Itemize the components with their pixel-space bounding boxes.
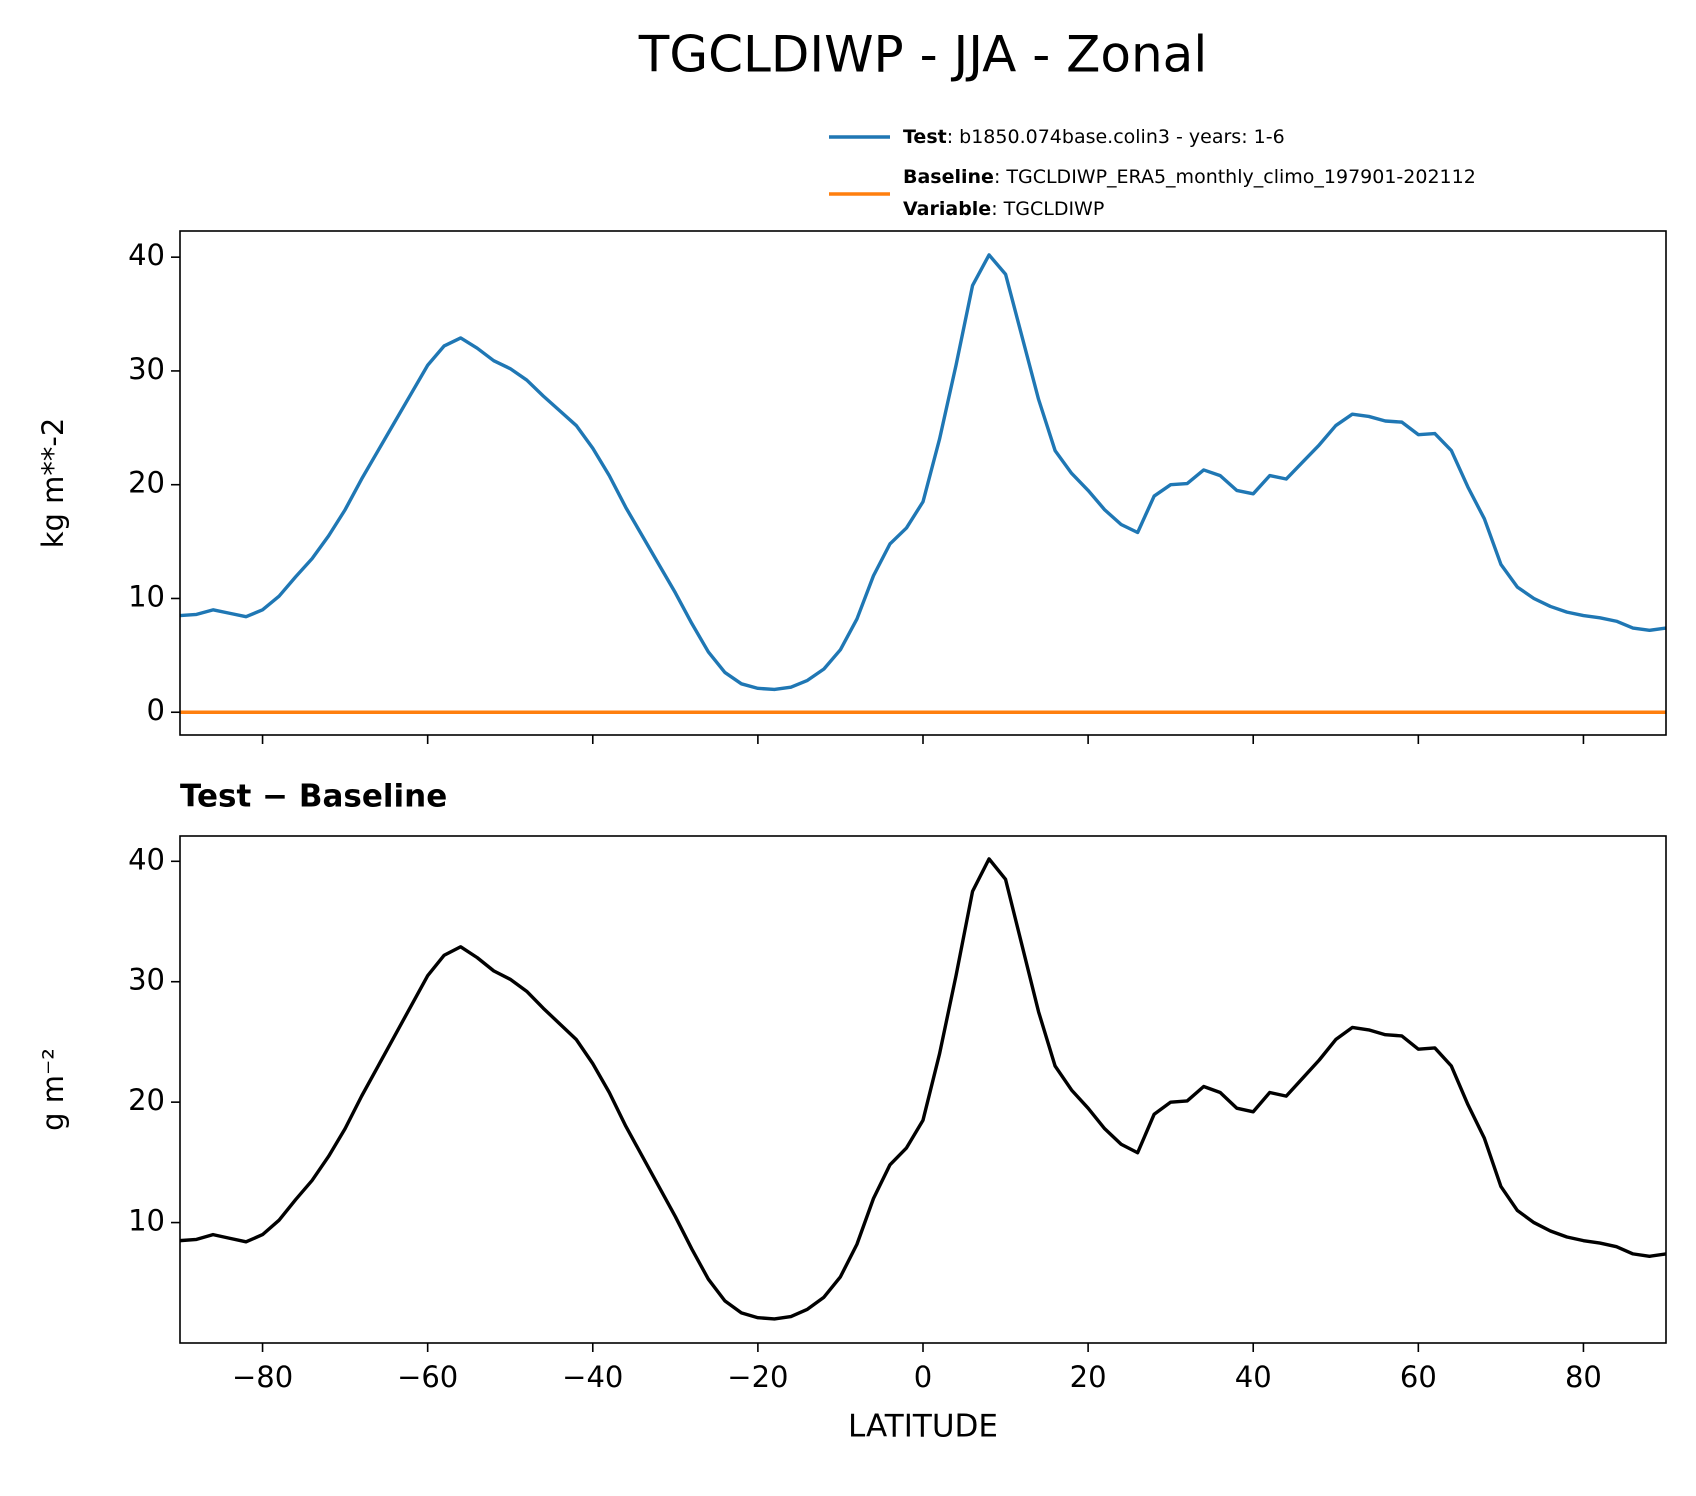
y-tick-label: 30 xyxy=(128,963,165,997)
y-tick-label: 10 xyxy=(128,579,165,613)
axes-frame xyxy=(179,835,1667,1344)
y-tick-label: 20 xyxy=(128,1083,165,1117)
legend-detail: : TGCLDIWP_ERA5_monthly_climo_197901-202… xyxy=(994,166,1476,188)
x-tick-label: 40 xyxy=(1235,1360,1272,1394)
legend-name: Baseline xyxy=(903,166,994,188)
axes-title: Test − Baseline xyxy=(180,779,447,815)
y-tick-label: 40 xyxy=(128,842,165,876)
x-axis-label: LATITUDE xyxy=(848,1409,998,1445)
data-line xyxy=(180,857,1666,1321)
y-axis-label: g m⁻² xyxy=(36,1048,70,1131)
legend-note: Variable: TGCLDIWP xyxy=(903,198,1104,220)
figure-title: TGCLDIWP - JJA - Zonal xyxy=(638,26,1207,84)
x-tick-label: −20 xyxy=(727,1360,788,1394)
x-tick-label: −80 xyxy=(232,1360,293,1394)
legend-entry: Baseline: TGCLDIWP_ERA5_monthly_climo_19… xyxy=(903,166,1476,188)
axes-frame xyxy=(179,230,1667,736)
y-tick-label: 0 xyxy=(147,693,165,727)
x-tick-label: 80 xyxy=(1565,1360,1602,1394)
legend-note-key: Variable xyxy=(903,198,991,220)
x-tick-label: 0 xyxy=(914,1360,932,1394)
y-tick-label: 40 xyxy=(128,238,165,272)
legend-note-text: : TGCLDIWP xyxy=(991,198,1104,220)
legend-detail: : b1850.074base.colin3 - years: 1-6 xyxy=(947,126,1285,148)
x-tick-label: −60 xyxy=(397,1360,458,1394)
x-tick-label: −40 xyxy=(562,1360,623,1394)
x-tick-label: 20 xyxy=(1070,1360,1107,1394)
data-line xyxy=(180,253,1666,692)
y-axis-label: kg m**-2 xyxy=(36,418,70,549)
y-tick-label: 10 xyxy=(128,1204,165,1238)
legend-entry: Test: b1850.074base.colin3 - years: 1-6 xyxy=(903,126,1285,148)
legend-name: Test xyxy=(903,126,947,148)
y-tick-label: 30 xyxy=(128,352,165,386)
y-tick-label: 20 xyxy=(128,466,165,500)
x-tick-label: 60 xyxy=(1400,1360,1437,1394)
